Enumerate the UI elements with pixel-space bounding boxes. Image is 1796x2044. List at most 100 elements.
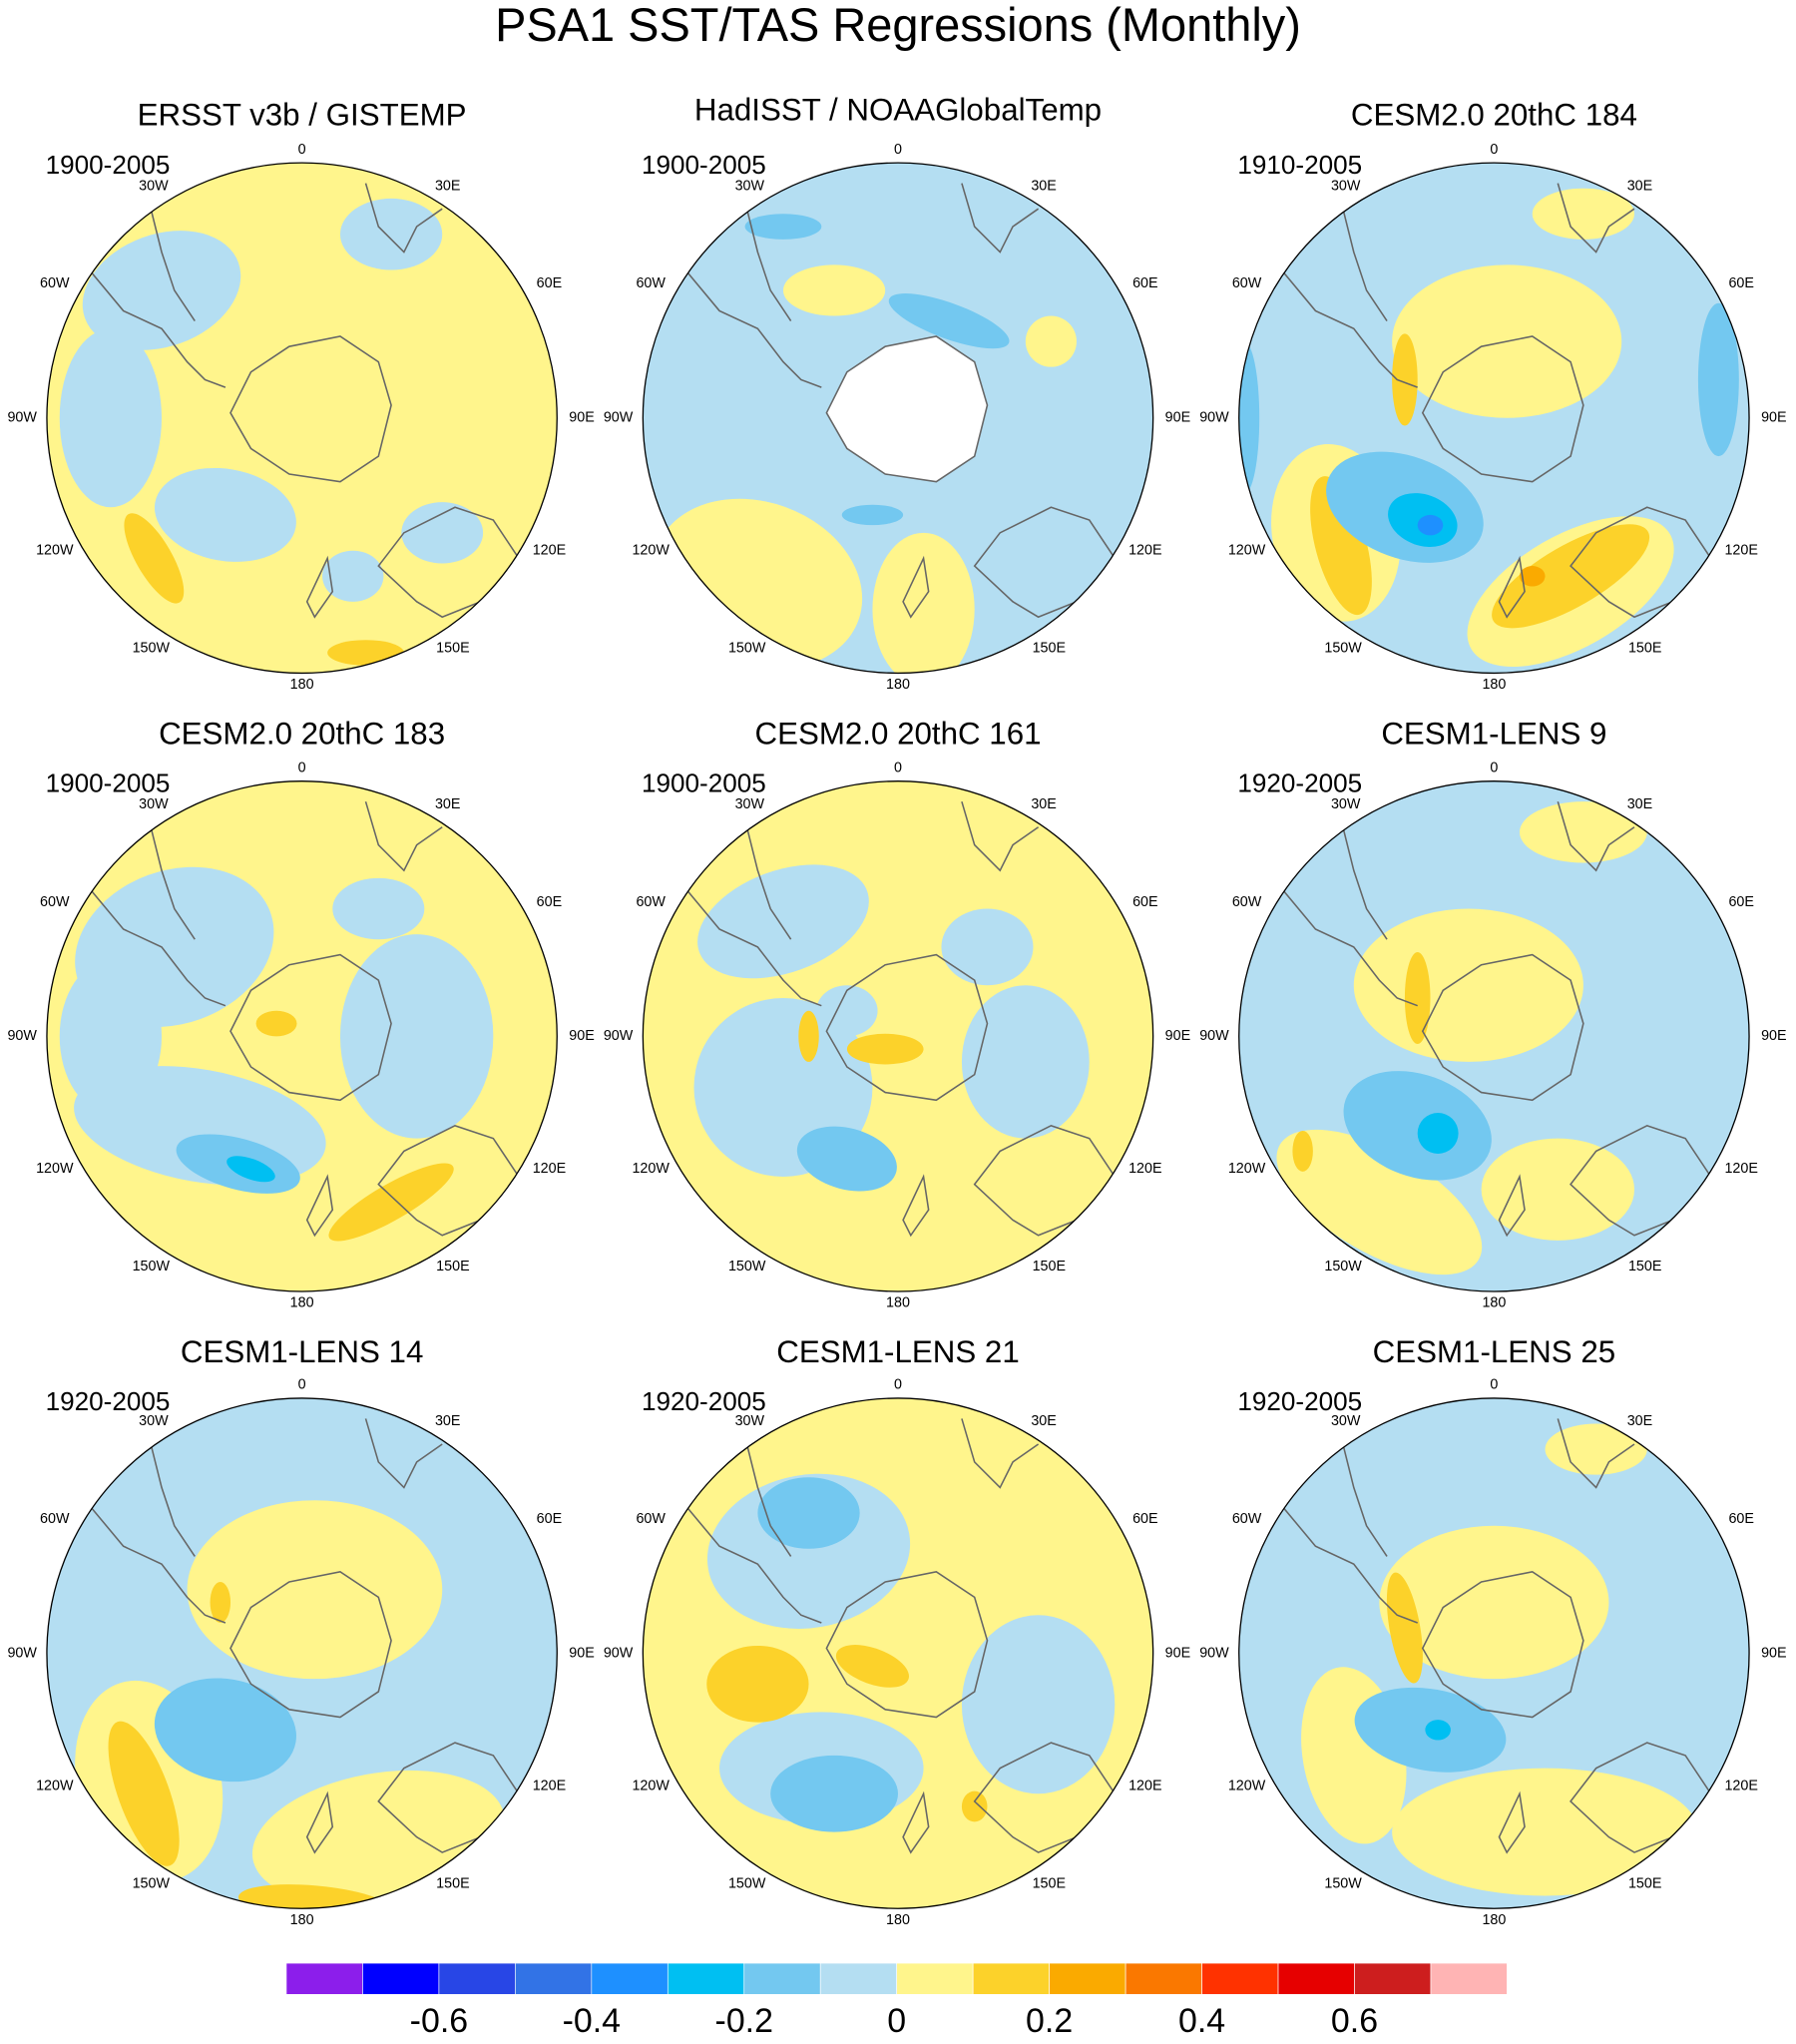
longitude-label: 150E: [1628, 1259, 1661, 1275]
coastline: [1276, 263, 1418, 388]
contour-region: [1310, 476, 1372, 616]
period-label: 1920-2005: [642, 1386, 766, 1416]
coastline: [1498, 1174, 1526, 1238]
period-label: 1900-2005: [642, 150, 766, 180]
longitude-label: 60W: [1232, 1511, 1262, 1527]
longitude-label: 0: [1490, 142, 1498, 158]
coastline: [680, 882, 822, 1007]
map-area: [46, 1397, 558, 1909]
map-border: [1238, 162, 1750, 675]
map-border: [1238, 1397, 1750, 1909]
contour-region: [1238, 341, 1260, 495]
contour-region: [59, 959, 162, 1114]
contour-region: [961, 985, 1090, 1139]
contour-region: [1417, 514, 1444, 536]
coastline: [364, 1418, 443, 1489]
longitude-label: 180: [290, 1295, 314, 1311]
longitude-label: 60E: [1728, 894, 1754, 910]
coastline: [1421, 335, 1584, 483]
longitude-label: 120W: [632, 1778, 670, 1793]
map-border: [46, 162, 558, 675]
colorbar-box: [743, 1962, 821, 1995]
coastline: [743, 201, 792, 322]
longitude-label: 90W: [1199, 1645, 1229, 1661]
colorbar-tick-label: 0.4: [1178, 2002, 1225, 2040]
map-area: [643, 780, 1153, 1292]
longitude-label: 60E: [1728, 275, 1754, 291]
colorbar-box: [591, 1962, 669, 1995]
contour-region: [401, 502, 484, 564]
contour-region: [888, 293, 1010, 349]
colorbar-tick-label: -0.6: [410, 2002, 468, 2040]
longitude-label: 0: [298, 142, 306, 158]
longitude-label: 90E: [1165, 1028, 1191, 1044]
longitude-label: 30W: [139, 796, 169, 812]
longitude-label: 0: [894, 760, 902, 775]
longitude-label: 60W: [40, 275, 70, 291]
longitude-label: 60E: [537, 894, 562, 910]
contour-region: [961, 1615, 1116, 1794]
contour-region: [328, 1163, 454, 1242]
longitude-label: 90E: [1165, 1645, 1191, 1661]
colorbar-box: [972, 1962, 1050, 1995]
panel-title: CESM2.0 20thC 161: [754, 716, 1041, 751]
panel-title: CESM1-LENS 21: [776, 1334, 1020, 1369]
figure-title: PSA1 SST/TAS Regressions (Monthly): [495, 0, 1301, 51]
coastline: [1498, 555, 1526, 619]
longitude-label: 90E: [1761, 1028, 1787, 1044]
coastline: [825, 335, 989, 483]
contour-region: [1481, 1138, 1634, 1241]
map-border: [1238, 780, 1750, 1292]
contour-region: [841, 504, 904, 526]
contour-region: [187, 1500, 443, 1680]
coastline: [84, 1499, 226, 1624]
longitude-label: 30W: [1331, 1413, 1361, 1429]
longitude-label: 90W: [7, 1645, 37, 1661]
longitude-label: 150W: [1324, 1875, 1362, 1891]
contour-region: [835, 1645, 909, 1688]
longitude-label: 150W: [133, 1259, 171, 1275]
coastline: [1276, 1499, 1418, 1624]
contour-region: [154, 467, 296, 562]
longitude-label: 60W: [40, 894, 70, 910]
longitude-label: 120E: [1128, 1161, 1161, 1177]
period-label: 1920-2005: [46, 1386, 171, 1416]
longitude-label: 150E: [1033, 1875, 1066, 1891]
map-area: [1238, 163, 1750, 674]
contour-region: [872, 532, 975, 674]
longitude-label: 30E: [1031, 796, 1057, 812]
longitude-label: 30E: [435, 1413, 461, 1429]
panel-title: CESM1-LENS 14: [181, 1334, 424, 1369]
coastline: [902, 1790, 930, 1854]
longitude-label: 30E: [1627, 178, 1653, 194]
coastline: [902, 1174, 930, 1238]
contour-region: [327, 640, 404, 666]
contour-region: [1392, 1768, 1698, 1896]
map-panel: CESM1-LENS 21 1920-2005 0 30E 60E 90E 120E 150E…: [604, 1334, 1190, 1928]
longitude-label: 150W: [1324, 1259, 1362, 1275]
longitude-label: 180: [886, 1912, 910, 1928]
longitude-label: 60E: [1132, 1511, 1158, 1527]
longitude-label: 60E: [1132, 275, 1158, 291]
map-panel: CESM1-LENS 14 1920-2005 0 30E 60E 90E 120E 150E…: [7, 1334, 594, 1928]
coastline: [229, 953, 392, 1102]
contour-region: [1025, 315, 1077, 367]
period-label: 1900-2005: [642, 767, 766, 797]
longitude-label: 150E: [436, 1875, 469, 1891]
period-label: 1900-2005: [46, 767, 171, 797]
contour-region: [744, 214, 822, 240]
coastline: [1340, 201, 1388, 322]
longitude-label: 0: [298, 1377, 306, 1393]
longitude-label: 150E: [1033, 640, 1066, 656]
colorbar-tick-label: -0.2: [715, 2002, 773, 2040]
contour-region: [1492, 524, 1650, 629]
contour-region: [782, 264, 886, 316]
panel-title: ERSST v3b / GISTEMP: [138, 98, 467, 133]
colorbar-box: [1277, 1962, 1355, 1995]
contour-region: [706, 1645, 809, 1723]
contour-region: [796, 1126, 897, 1192]
longitude-label: 150W: [728, 640, 766, 656]
longitude-label: 0: [894, 1377, 902, 1393]
contour-region: [1425, 1720, 1451, 1741]
